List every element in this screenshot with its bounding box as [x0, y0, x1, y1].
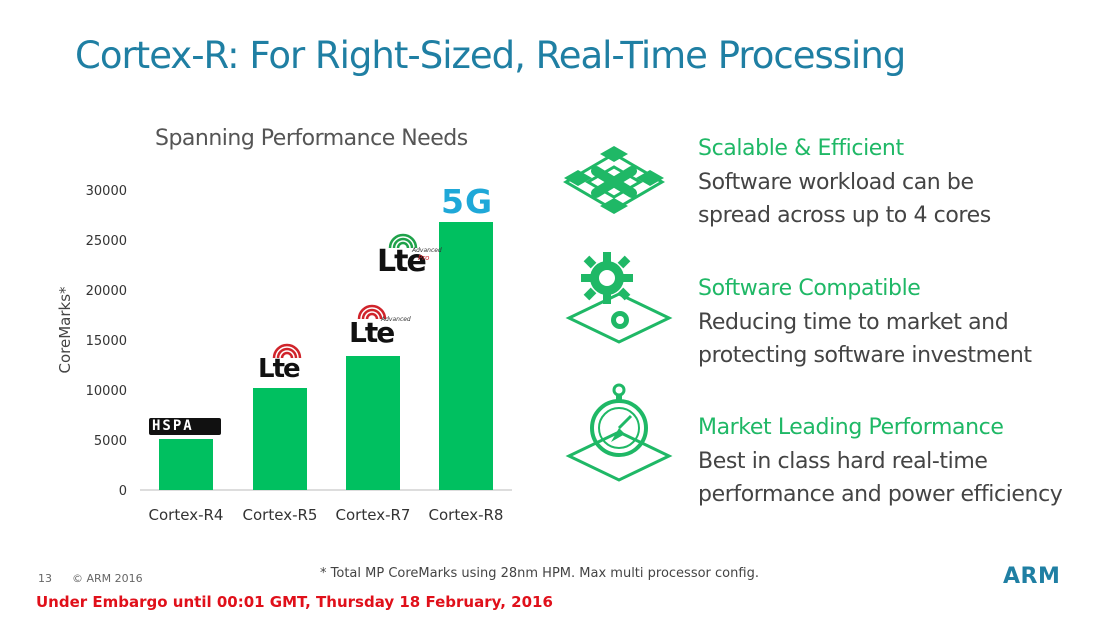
bar-cortex-r4 — [159, 439, 213, 490]
x-tick-label: Cortex-R5 — [243, 506, 318, 524]
lte-pro-badge-label: Lte — [377, 244, 427, 279]
hspa-badge-label: HSPA — [152, 418, 194, 434]
bar-cortex-r8 — [439, 222, 493, 490]
lte-pro-badge-pro: Pro — [418, 254, 430, 262]
feature-desc-performance-1: Best in class hard real-time — [698, 449, 988, 474]
x-tick-label: Cortex-R7 — [336, 506, 411, 524]
feature-desc-compatible-2: protecting software investment — [698, 343, 1032, 368]
feature-desc-compatible-1: Reducing time to market and — [698, 310, 1009, 335]
lte-advanced-signal-icon — [357, 304, 387, 320]
y-tick-label: 20000 — [86, 284, 127, 299]
lte-pro-badge-advanced: Advanced — [412, 247, 442, 254]
y-tick-label: 30000 — [86, 184, 127, 199]
feature-desc-scalable-1: Software workload can be — [698, 170, 974, 195]
x-ticks: Cortex-R4 Cortex-R5 Cortex-R7 Cortex-R8 — [149, 506, 504, 524]
gears-icon — [565, 252, 673, 344]
feature-desc-scalable-2: spread across up to 4 cores — [698, 203, 991, 228]
y-ticks: 0 5000 10000 15000 20000 25000 30000 — [86, 184, 127, 499]
page-number: 13 — [38, 572, 52, 585]
lte-advanced-badge: Lte Advanced — [347, 300, 413, 350]
arm-logo: ARM — [1003, 564, 1061, 589]
lte-badge: Lte — [256, 340, 306, 384]
y-tick-label: 25000 — [86, 234, 127, 249]
bar-chart: 0 5000 10000 15000 20000 25000 30000 Cortex-R4… — [56, 184, 512, 524]
lte-advanced-badge-label: Lte — [349, 316, 395, 349]
bar-cortex-r7 — [346, 356, 400, 490]
bar-cortex-r5 — [253, 388, 307, 490]
y-axis-label: CoreMarks* — [56, 286, 74, 374]
feature-desc-performance-2: performance and power efficiency — [698, 482, 1063, 507]
y-tick-label: 0 — [119, 484, 127, 499]
stopwatch-icon — [565, 383, 673, 482]
feature-title-performance: Market Leading Performance — [698, 415, 1004, 440]
y-tick-label: 10000 — [86, 384, 127, 399]
x-tick-label: Cortex-R8 — [429, 506, 504, 524]
copyright: © ARM 2016 — [72, 572, 143, 585]
x-tick-label: Cortex-R4 — [149, 506, 224, 524]
lte-badge-label: Lte — [258, 354, 301, 384]
footnote: * Total MP CoreMarks using 28nm HPM. Max… — [320, 566, 759, 581]
embargo-notice: Under Embargo until 00:01 GMT, Thursday … — [36, 593, 553, 611]
slide-title: Cortex-R: For Right-Sized, Real-Time Pro… — [75, 34, 906, 77]
fiveg-badge: 5G — [441, 182, 494, 221]
y-tick-label: 5000 — [94, 434, 127, 449]
lte-pro-signal-icon — [388, 233, 418, 249]
hspa-badge: HSPA — [149, 418, 221, 435]
lte-signal-icon — [272, 343, 302, 359]
cross-cubes-icon — [563, 146, 665, 214]
lte-advanced-pro-badge: Lte Advanced Pro — [376, 228, 442, 280]
feature-title-compatible: Software Compatible — [698, 276, 921, 301]
lte-advanced-badge-sub: Advanced — [381, 316, 411, 323]
y-tick-label: 15000 — [86, 334, 127, 349]
feature-title-scalable: Scalable & Efficient — [698, 136, 904, 161]
bars — [159, 222, 493, 490]
chart-title: Spanning Performance Needs — [155, 126, 468, 151]
